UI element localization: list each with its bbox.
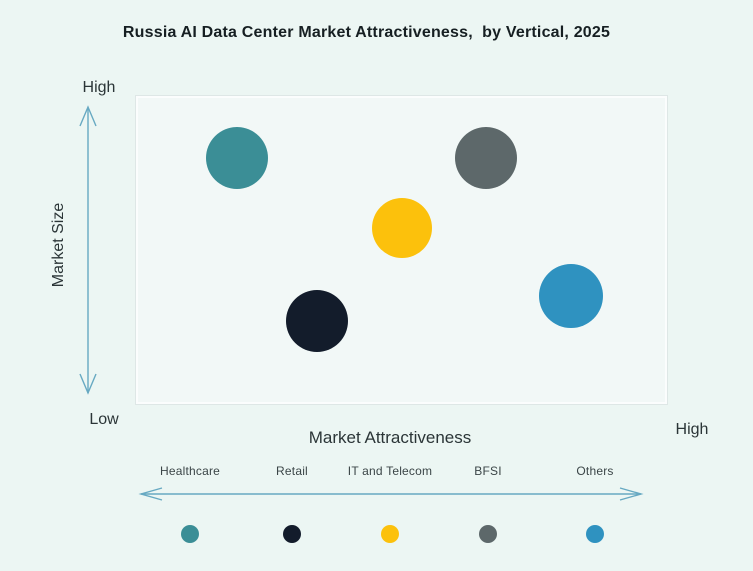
- bubble-healthcare: [205, 126, 268, 189]
- legend-item-retail: Retail: [232, 462, 352, 543]
- legend-dot: [283, 525, 301, 543]
- x-axis-title: Market Attractiveness: [308, 428, 472, 447]
- bubble-bfsi: [455, 126, 518, 189]
- legend-label: Healthcare: [159, 464, 221, 478]
- legend-label: Others: [576, 464, 614, 478]
- legend-label: Retail: [276, 464, 308, 478]
- legend-item-healthcare: Healthcare: [130, 462, 250, 543]
- legend-dot: [479, 525, 497, 543]
- x-axis-arrow-icon: [138, 487, 644, 501]
- y-axis-arrow-icon: [79, 105, 97, 395]
- chart-title: Russia AI Data Center Market Attractiven…: [122, 24, 611, 41]
- legend-item-it-and-telecom: IT and Telecom: [330, 462, 450, 543]
- legend-label: IT and Telecom: [347, 464, 433, 478]
- legend-dot: [381, 525, 399, 543]
- bubble-retail: [285, 289, 348, 352]
- plot-area: [135, 95, 668, 405]
- legend-dot: [181, 525, 199, 543]
- bubble-it-and-telecom: [371, 198, 432, 259]
- legend-item-others: Others: [535, 462, 655, 543]
- legend-item-bfsi: BFSI: [428, 462, 548, 543]
- x-axis-high-label: High: [675, 421, 709, 438]
- legend-dot: [586, 525, 604, 543]
- legend-label: BFSI: [474, 464, 502, 478]
- y-axis-high-label: High: [82, 79, 116, 96]
- y-axis-title: Market Size: [50, 202, 67, 288]
- bubble-others: [539, 264, 604, 329]
- y-axis-low-label: Low: [89, 411, 119, 428]
